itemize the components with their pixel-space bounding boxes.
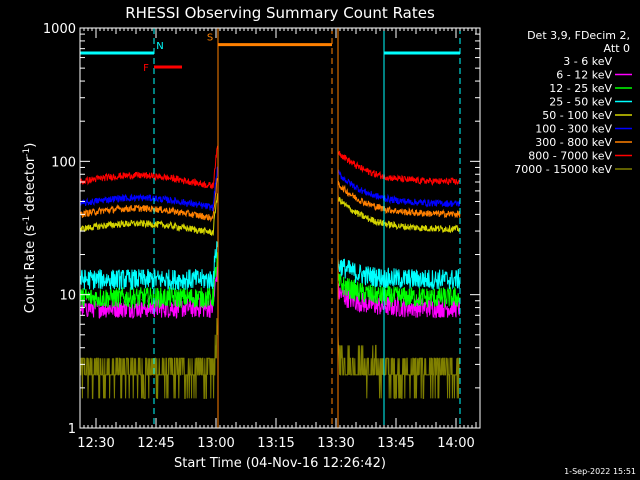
chart-title: RHESSI Observing Summary Count Rates	[125, 4, 435, 22]
x-tick-label: 12:30	[77, 436, 114, 451]
y-tick-label: 1	[68, 422, 76, 437]
series-line	[337, 180, 461, 219]
x-tick-label: 13:00	[197, 436, 234, 451]
series-line	[337, 169, 461, 208]
x-tick-label: 13:30	[317, 436, 354, 451]
series-line	[337, 334, 460, 399]
legend-header: Det 3,9, FDecim 2,	[527, 29, 630, 42]
legend-entry: 100 - 300 keV	[535, 123, 612, 136]
series-line	[337, 241, 461, 263]
x-tick-label: 13:45	[377, 436, 414, 451]
legend-entry: 12 - 25 keV	[549, 82, 612, 95]
legend-entry: 25 - 50 keV	[549, 96, 612, 109]
legend-entry: 6 - 12 keV	[556, 69, 612, 82]
legend-header: Att 0	[604, 42, 630, 55]
series-line	[79, 252, 219, 310]
legend-entry: 3 - 6 keV	[563, 55, 612, 68]
series-line	[79, 178, 219, 223]
x-tick-label: 12:45	[137, 436, 174, 451]
flag-label: F	[143, 63, 149, 74]
y-tick-label: 1000	[43, 22, 76, 37]
series-line	[337, 150, 461, 186]
series-line	[337, 273, 461, 308]
flag-label: S	[207, 33, 213, 44]
data-traces	[79, 145, 461, 399]
legend-entry: 50 - 100 keV	[542, 109, 612, 122]
series-line	[79, 241, 219, 290]
series-line	[80, 318, 219, 399]
legend-entry: 800 - 7000 keV	[528, 150, 612, 163]
x-axis-ticks: 12:30 12:45 13:00 13:15 13:30 13:45 14:00	[77, 28, 477, 451]
y-tick-label: 10	[59, 289, 76, 304]
series-line	[337, 195, 461, 234]
legend-entry: 300 - 800 keV	[535, 136, 612, 149]
x-tick-label: 14:00	[437, 436, 474, 451]
footer-date: 1-Sep-2022 15:51	[564, 467, 636, 476]
x-tick-label: 13:15	[257, 436, 294, 451]
series-line	[79, 193, 219, 237]
legend-entry: 7000 - 15000 keV	[514, 163, 612, 176]
series-line	[337, 258, 461, 290]
x-axis-label: Start Time (04-Nov-16 12:26:42)	[174, 456, 386, 471]
y-axis-label: Count Rate (s-1 detector-1)	[22, 143, 38, 314]
series-line	[79, 145, 219, 190]
y-tick-label: 100	[51, 155, 76, 170]
y-axis-ticks: 1 10 100 1000	[43, 22, 480, 437]
series-line	[79, 166, 219, 212]
flag-label: N	[156, 41, 163, 52]
